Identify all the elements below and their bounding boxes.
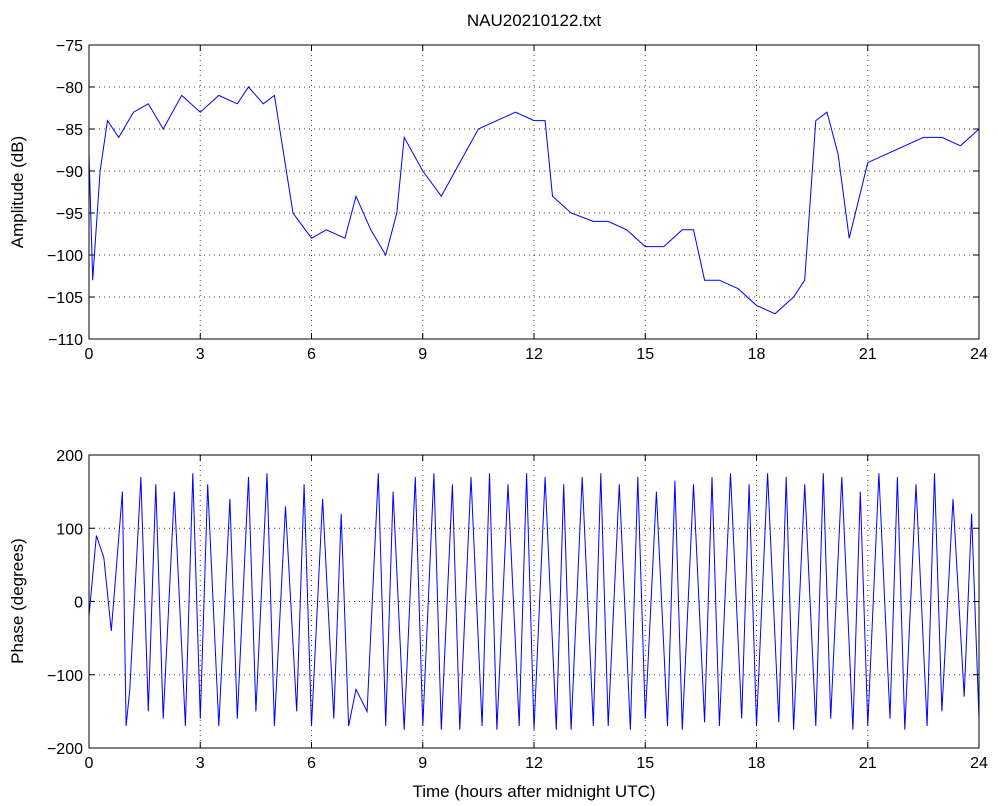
amplitude-series-line (88, 86, 980, 315)
chart-title: NAU20210122.txt (467, 11, 601, 30)
amplitude-x-tick-label: 12 (525, 346, 543, 363)
amplitude-x-tick-label: 9 (418, 346, 427, 363)
amplitude-y-tick-label: −75 (56, 38, 83, 55)
amplitude-y-tick-label: −105 (47, 290, 83, 307)
phase-x-tick-label: 18 (748, 755, 766, 772)
phase-y-axis-title: Phase (degrees) (8, 538, 27, 664)
amplitude-y-tick-label: −110 (48, 332, 83, 349)
phase-y-tick-label: 0 (74, 595, 83, 612)
phase-x-axis-title: Time (hours after midnight UTC) (412, 782, 655, 801)
amplitude-y-tick-label: −90 (56, 164, 83, 181)
phase-y-tick-label: 200 (56, 448, 83, 465)
phase-x-tick-label: 15 (636, 755, 654, 772)
phase-x-tick-label: 0 (85, 755, 94, 772)
amplitude-x-tick-label: 21 (859, 346, 877, 363)
amplitude-x-tick-label: 24 (970, 346, 988, 363)
amplitude-y-tick-label: −95 (56, 206, 83, 223)
phase-y-tick-label: 100 (56, 521, 83, 538)
phase-x-tick-label: 21 (859, 755, 877, 772)
phase-plot-frame (88, 454, 980, 749)
amplitude-x-tick-label: 6 (307, 346, 316, 363)
amplitude-x-tick-label: 18 (748, 346, 766, 363)
phase-x-tick-label: 9 (418, 755, 427, 772)
amplitude-panel: 0 3 6 9 12 15 18 21 24 −75 −80 −85 −90 −95 −100 −105 −11… (47, 38, 988, 363)
amplitude-x-tick-label: 0 (85, 346, 94, 363)
amplitude-y-axis-title: Amplitude (dB) (8, 136, 27, 248)
amplitude-plot-frame (88, 44, 980, 340)
phase-x-tick-label: 3 (196, 755, 205, 772)
phase-y-tick-label: −100 (47, 668, 83, 685)
phase-series-line (88, 473, 980, 730)
phase-x-tick-label: 12 (525, 755, 543, 772)
phase-panel: 0 3 6 9 12 15 18 21 24 200 100 0 −100 −200 (47, 448, 988, 772)
amplitude-y-tick-label: −100 (47, 248, 83, 265)
phase-x-tick-label: 6 (307, 755, 316, 772)
amplitude-y-tick-label: −85 (56, 122, 83, 139)
amplitude-x-tick-label: 3 (196, 346, 205, 363)
phase-x-tick-label: 24 (970, 755, 988, 772)
phase-y-tick-label: −200 (47, 741, 83, 758)
amplitude-y-tick-label: −80 (56, 80, 83, 97)
amplitude-x-tick-label: 15 (636, 346, 654, 363)
